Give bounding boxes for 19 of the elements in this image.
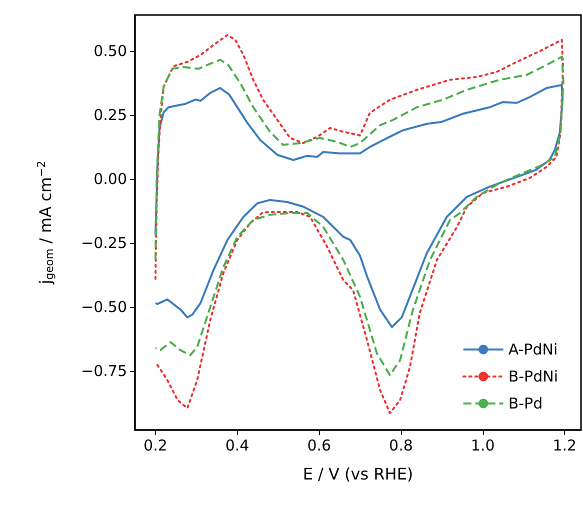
legend-label: A-PdNi xyxy=(508,340,558,358)
legend-label: B-Pd xyxy=(508,394,543,412)
y-tick-label: −0.50 xyxy=(81,298,127,316)
x-tick-label: 1.2 xyxy=(552,436,577,454)
y-tick-label: 0.50 xyxy=(94,42,127,60)
x-tick-label: 0.6 xyxy=(307,436,332,454)
y-tick-label: −0.75 xyxy=(81,362,127,380)
line-series xyxy=(154,34,564,414)
x-tick-label: 0.2 xyxy=(144,436,168,454)
y-tick-label: 0.00 xyxy=(94,170,127,188)
x-axis-title: E / V (vs RHE) xyxy=(302,464,414,484)
y-axis-title: jgeom / mA cm−2 xyxy=(35,160,56,286)
y-tick-label: −0.25 xyxy=(81,234,127,252)
legend-label: B-PdNi xyxy=(508,368,558,386)
y-tick-label: 0.25 xyxy=(94,106,127,124)
x-tick-label: 0.8 xyxy=(389,436,413,454)
x-tick-label: 1.0 xyxy=(470,436,495,454)
line-series xyxy=(154,84,564,328)
x-tick-label: 0.4 xyxy=(225,436,250,454)
